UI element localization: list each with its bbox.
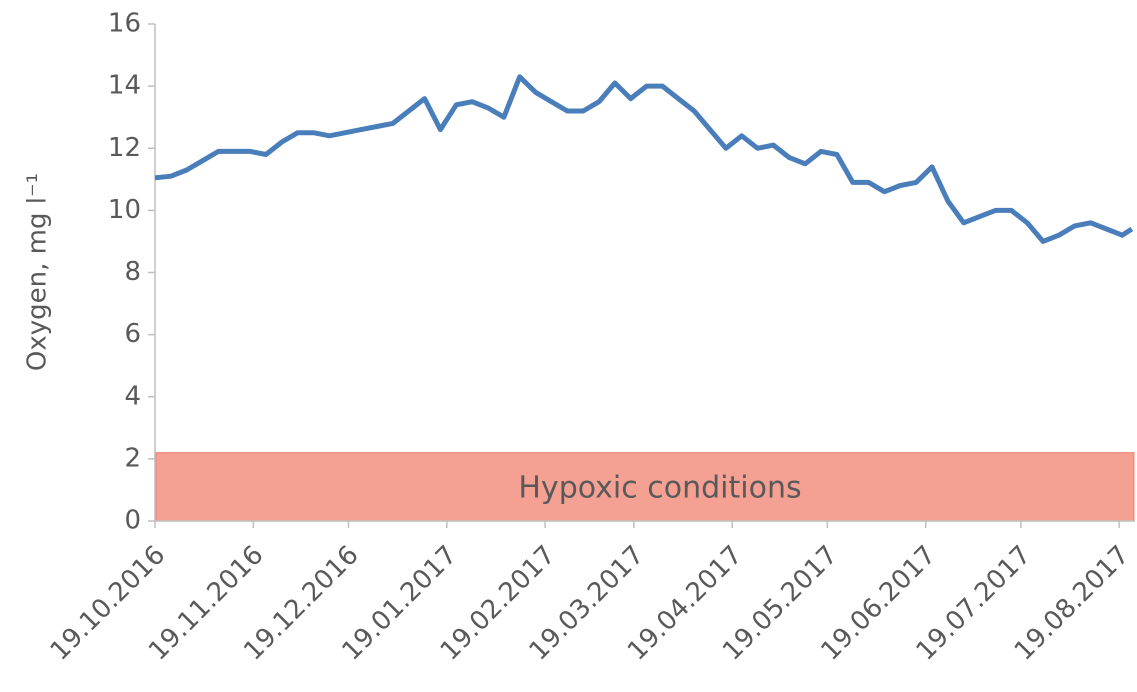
y-tick-label: 2 — [124, 443, 141, 473]
annotation-text: Hypoxic conditions — [518, 470, 801, 505]
y-tick-label: 0 — [124, 506, 141, 536]
y-tick-label: 10 — [108, 195, 141, 225]
y-tick-label: 16 — [108, 9, 141, 39]
hypoxic-band — [155, 452, 1135, 522]
y-tick-label: 14 — [108, 71, 141, 101]
y-axis-label: Oxygen, mg l⁻¹ — [23, 173, 53, 371]
data-line — [154, 74, 1134, 244]
y-tick-label: 12 — [108, 133, 141, 163]
y-tick-label: 6 — [124, 319, 141, 349]
y-tick-label: 4 — [124, 381, 141, 411]
y-tick-label: 8 — [124, 257, 141, 287]
